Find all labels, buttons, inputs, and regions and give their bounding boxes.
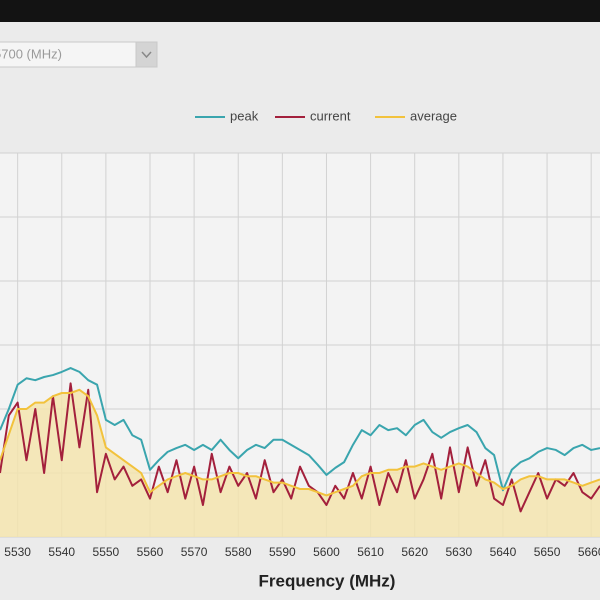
x-tick-label: 5650 xyxy=(534,545,561,559)
x-tick-label: 5570 xyxy=(181,545,208,559)
x-tick-label: 5580 xyxy=(225,545,252,559)
legend-label: current xyxy=(310,108,351,123)
dropdown-arrow-box[interactable] xyxy=(135,41,158,68)
x-tick-label: 5590 xyxy=(269,545,296,559)
x-tick-label: 5550 xyxy=(93,545,120,559)
x-tick-label: 5660 xyxy=(578,545,600,559)
line xyxy=(0,388,600,497)
x-tick-label: 5630 xyxy=(445,545,472,559)
area xyxy=(0,389,600,537)
x-tick-label: 5640 xyxy=(490,545,517,559)
line xyxy=(0,382,600,513)
legend-label: average xyxy=(410,108,457,123)
x-tick-label: 5530 xyxy=(4,545,31,559)
x-tick-label: 5560 xyxy=(137,545,164,559)
x-tick-label: 5540 xyxy=(48,545,75,559)
dropdown-label: 5700 (MHz) xyxy=(0,46,62,61)
dropdown[interactable] xyxy=(0,41,137,68)
x-tick-label: 5620 xyxy=(401,545,428,559)
dropdown-arrow xyxy=(141,51,152,59)
line xyxy=(0,367,600,492)
x-tick-label: 5600 xyxy=(313,545,340,559)
x-axis-label: Frequency (MHz) xyxy=(259,571,396,590)
x-tick-label: 5610 xyxy=(357,545,384,559)
legend-label: peak xyxy=(230,108,259,123)
